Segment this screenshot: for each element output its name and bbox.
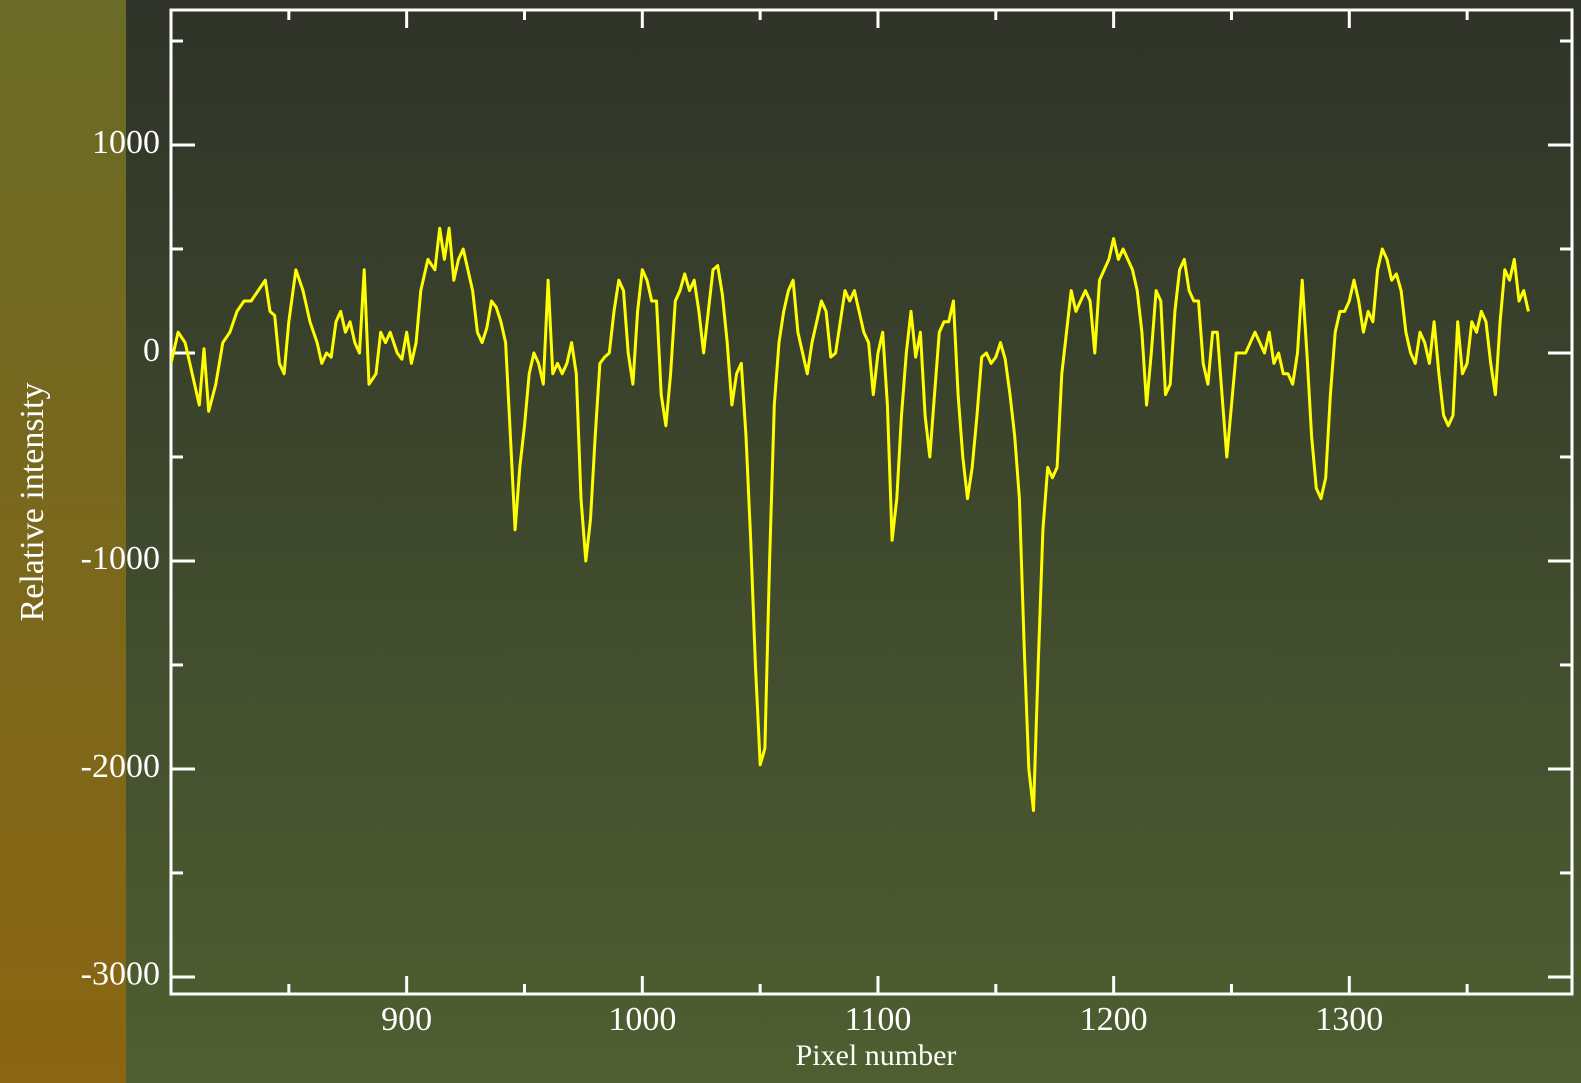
x-tick-label: 1300 [1315, 1001, 1383, 1038]
x-tick-label: 1100 [845, 1001, 912, 1038]
y-axis-title: Relative intensity [14, 383, 51, 622]
spectrum-line [171, 226, 1530, 813]
y-tick-label: -2000 [81, 748, 160, 785]
x-tick-label: 1200 [1080, 1001, 1148, 1038]
y-tick-label: -1000 [81, 540, 160, 577]
side-strip [0, 0, 126, 1083]
x-tick-label: 1000 [608, 1001, 676, 1038]
y-tick-label: 1000 [92, 124, 160, 161]
y-tick-label: -3000 [81, 956, 160, 993]
x-axis-title: Pixel number [796, 1039, 957, 1072]
x-tick-label: 900 [381, 1001, 432, 1038]
y-tick-label: 0 [143, 332, 160, 369]
plot-frame [169, 8, 1574, 996]
plot-background [126, 0, 1581, 1083]
